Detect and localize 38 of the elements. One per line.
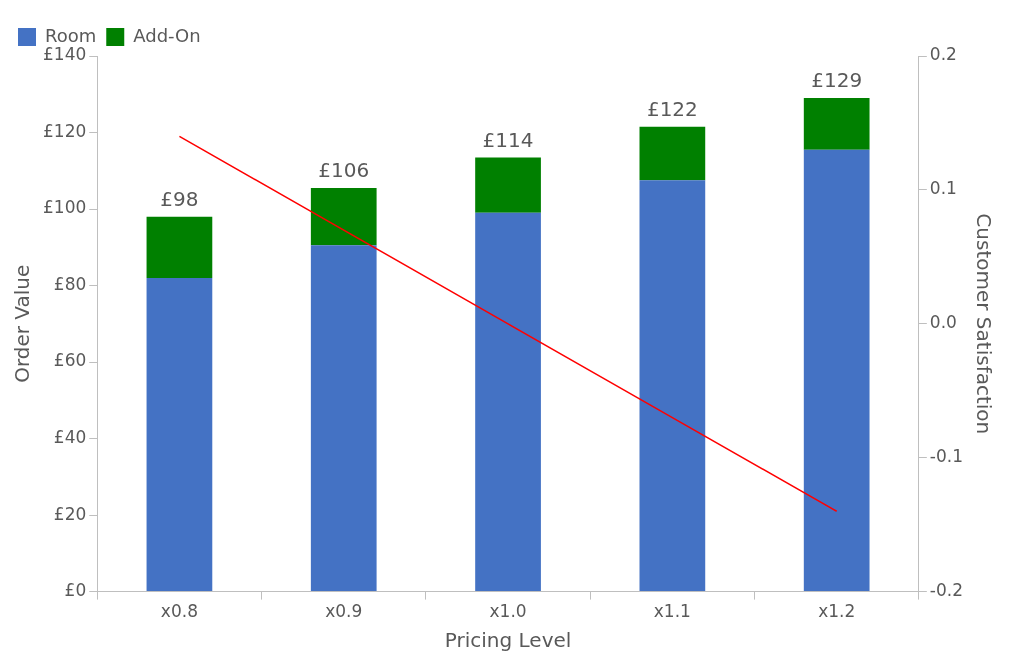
x-tick-label: x1.1 — [653, 601, 691, 622]
bar — [803, 149, 870, 592]
bar — [146, 216, 213, 278]
y2-tick-label: 0.1 — [929, 178, 957, 199]
bar — [146, 277, 213, 592]
legend-label: Add-On — [133, 24, 201, 46]
total-label: £129 — [811, 68, 863, 93]
y2-tick-label: -0.1 — [929, 446, 963, 467]
x-tick-label: x1.0 — [489, 601, 527, 622]
legend-label: Room — [45, 24, 97, 46]
x-tick-label: x0.8 — [160, 601, 198, 622]
y-tick-label: £60 — [53, 350, 87, 371]
y2-tick-label: -0.2 — [929, 580, 963, 601]
bar — [639, 180, 706, 592]
bar — [803, 98, 870, 150]
bar — [310, 245, 377, 592]
y2-tick-label: 0.0 — [929, 312, 957, 333]
bar — [310, 187, 377, 246]
y2-tick-label: 0.2 — [929, 44, 957, 65]
y-axis-title: Order Value — [10, 264, 35, 383]
total-label: £106 — [318, 158, 370, 183]
total-label: £114 — [482, 127, 534, 152]
bar — [639, 126, 706, 181]
x-tick-label: x0.9 — [325, 601, 363, 622]
x-tick-label: x1.2 — [818, 601, 856, 622]
y-tick-label: £0 — [64, 580, 87, 601]
total-label: £122 — [646, 96, 698, 121]
y2-axis-title: Customer Satisfaction — [971, 213, 996, 435]
x-axis-title: Pricing Level — [444, 628, 572, 653]
bar — [475, 157, 541, 213]
y-tick-label: £40 — [53, 426, 87, 447]
total-label: £98 — [160, 186, 199, 211]
bar — [475, 212, 541, 592]
y-tick-label: £120 — [43, 120, 87, 141]
y-tick-label: £80 — [53, 273, 87, 294]
y-tick-label: £20 — [53, 503, 87, 524]
y-tick-label: £100 — [43, 197, 87, 218]
y-tick-label: £140 — [43, 44, 87, 65]
